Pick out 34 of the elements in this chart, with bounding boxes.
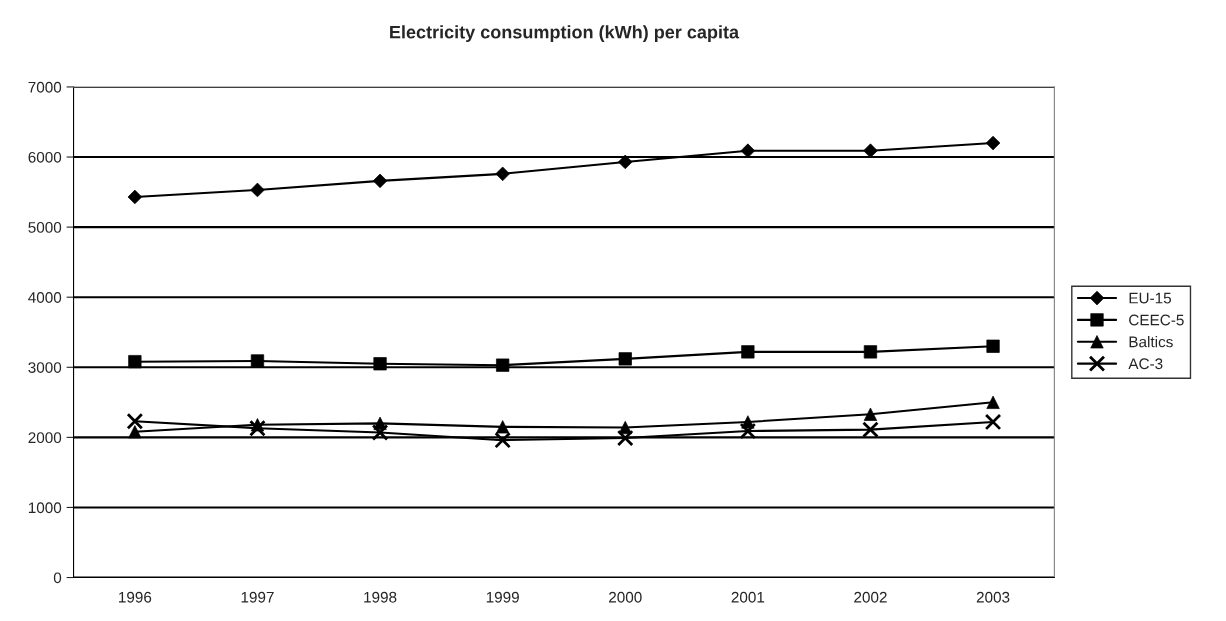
- point: [371, 424, 389, 441]
- y-tick-label: 7000: [28, 81, 62, 93]
- x-tick-label: 2001: [731, 591, 765, 603]
- y-tick-label: 1000: [28, 502, 62, 514]
- point: [126, 412, 144, 430]
- point: [739, 422, 757, 440]
- point: [616, 429, 634, 447]
- x-tick-label: 1998: [364, 591, 397, 603]
- point: [494, 431, 511, 449]
- x-tick-label: 2003: [976, 591, 1010, 603]
- x-tick-label: 2002: [854, 591, 887, 603]
- point: [249, 419, 266, 437]
- y-tick-label: 3000: [28, 362, 62, 373]
- chart-title: Electricity consumption (kWh) per capita: [390, 25, 740, 43]
- point: [740, 143, 756, 158]
- x-tick-label: 2000: [609, 591, 642, 603]
- x-tick-label: 1997: [241, 591, 274, 603]
- point: [984, 413, 1002, 431]
- point: [495, 166, 510, 182]
- legend-label: Baltics: [1129, 336, 1173, 348]
- x-tick-label: 1996: [119, 591, 152, 603]
- legend-label: AC-3: [1128, 358, 1163, 370]
- y-tick-label: 4000: [28, 292, 62, 303]
- legend-label: EU-15: [1129, 292, 1171, 304]
- legend-label: CEEC-5: [1129, 314, 1184, 326]
- point: [128, 355, 142, 369]
- x-tick-label: 1999: [486, 591, 519, 603]
- point: [862, 421, 879, 438]
- y-tick-label: 5000: [28, 221, 62, 233]
- y-tick-label: 0: [53, 572, 62, 584]
- y-tick-label: 2000: [28, 432, 62, 444]
- y-tick-label: 6000: [28, 151, 62, 163]
- point: [496, 358, 510, 372]
- point: [986, 339, 1000, 353]
